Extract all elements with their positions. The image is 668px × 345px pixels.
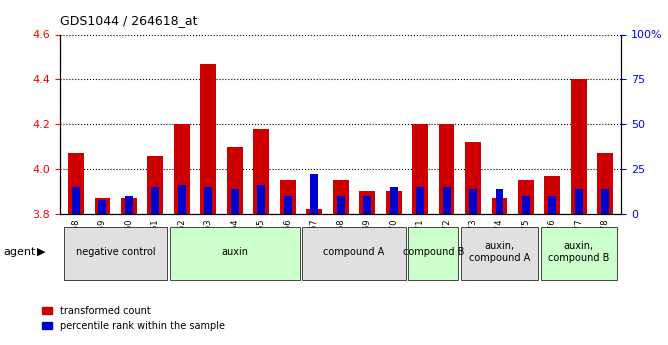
FancyBboxPatch shape [408,227,458,280]
Bar [571,79,587,214]
Bar [280,180,296,214]
Bar [333,180,349,214]
Bar [544,176,560,214]
Bar [412,124,428,214]
FancyBboxPatch shape [303,227,405,280]
Bar [306,209,322,214]
Text: auxin,
compound B: auxin, compound B [548,241,610,263]
Text: ▶: ▶ [37,247,45,257]
Bar [363,196,371,214]
Bar [575,189,583,214]
Bar [469,189,477,214]
Bar [72,187,80,214]
Bar [227,147,242,214]
Bar [200,63,216,214]
Bar [152,187,160,214]
Bar [204,187,212,214]
Bar [518,180,534,214]
Bar [465,142,481,214]
FancyBboxPatch shape [64,227,167,280]
Bar [310,175,318,214]
Bar [443,187,450,214]
Bar [496,189,504,214]
Bar [148,156,164,214]
Bar [95,198,110,214]
Bar [359,191,375,214]
Bar [231,189,238,214]
Bar [522,196,530,214]
Text: agent: agent [3,247,35,257]
Text: auxin,
compound A: auxin, compound A [469,241,530,263]
Bar [284,196,292,214]
FancyBboxPatch shape [540,227,617,280]
Bar [492,198,508,214]
FancyBboxPatch shape [170,227,300,280]
Text: auxin: auxin [221,247,248,257]
Bar [337,196,345,214]
Bar [389,187,397,214]
FancyBboxPatch shape [461,227,538,280]
Text: GDS1044 / 264618_at: GDS1044 / 264618_at [60,14,198,27]
Bar [416,187,424,214]
Bar [121,198,137,214]
Bar [253,129,269,214]
Bar [257,185,265,214]
Bar [125,196,133,214]
Bar [601,189,609,214]
Bar [597,153,613,214]
Bar [548,196,556,214]
Text: negative control: negative control [76,247,156,257]
Bar [98,199,106,214]
Bar [178,185,186,214]
Legend: transformed count, percentile rank within the sample: transformed count, percentile rank withi… [38,302,228,335]
Bar [439,124,454,214]
Text: compound A: compound A [323,247,385,257]
Bar [174,124,190,214]
Bar [68,153,84,214]
Bar [385,191,401,214]
Text: compound B: compound B [403,247,464,257]
